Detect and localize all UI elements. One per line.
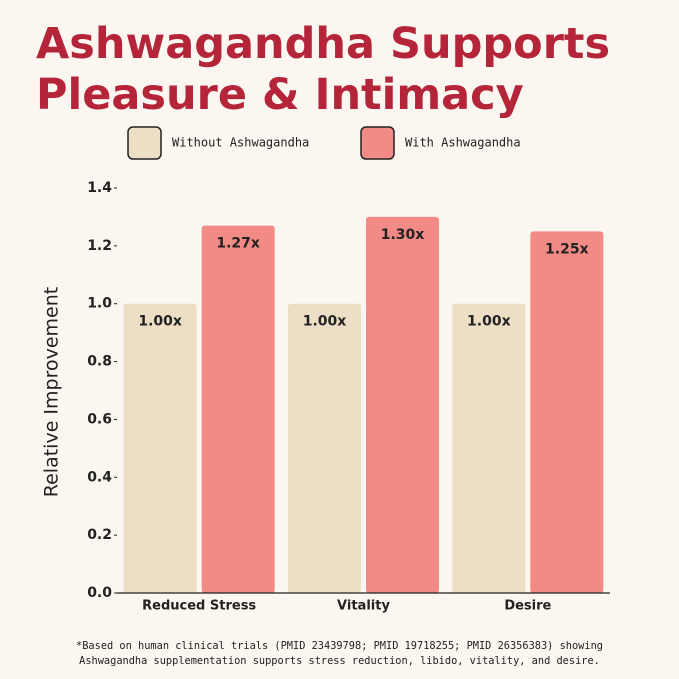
y-tick-label: 0.8 [87,354,112,370]
footnote: *Based on human clinical trials (PMID 23… [76,640,603,652]
footnote: Ashwagandha supplementation supports str… [79,655,600,667]
bar [530,231,604,593]
legend-label: With Ashwagandha [405,136,521,150]
y-tick-label: 0.2 [87,527,112,543]
bar [366,216,439,593]
value-label: 1.30x [381,227,425,243]
x-tick-label: Desire [504,599,551,614]
y-tick-label: 0.4 [87,469,112,485]
chart-title: Ashwagandha Supports [36,19,610,69]
x-tick-label: Vitality [337,599,390,614]
y-tick-label: 1.4 [87,180,112,196]
bar [452,303,526,593]
legend-swatch [360,126,395,160]
value-label: 1.27x [216,236,260,252]
legend-label: Without Ashwagandha [172,136,309,150]
bar [201,225,275,593]
y-tick-label: 0.0 [87,585,112,601]
y-tick-label: 1.0 [87,296,112,312]
y-tick-label: 0.6 [87,411,112,427]
value-label: 1.00x [138,314,182,330]
legend-swatch [127,126,162,160]
y-axis-label: Relative Improvement [41,287,63,497]
chart-title: Pleasure & Intimacy [36,70,524,120]
y-tick-label: 1.2 [87,238,112,254]
bar [123,303,197,593]
bar [288,303,361,593]
value-label: 1.25x [545,241,589,257]
value-label: 1.00x [303,314,347,330]
value-label: 1.00x [467,314,511,330]
x-tick-label: Reduced Stress [142,599,256,614]
